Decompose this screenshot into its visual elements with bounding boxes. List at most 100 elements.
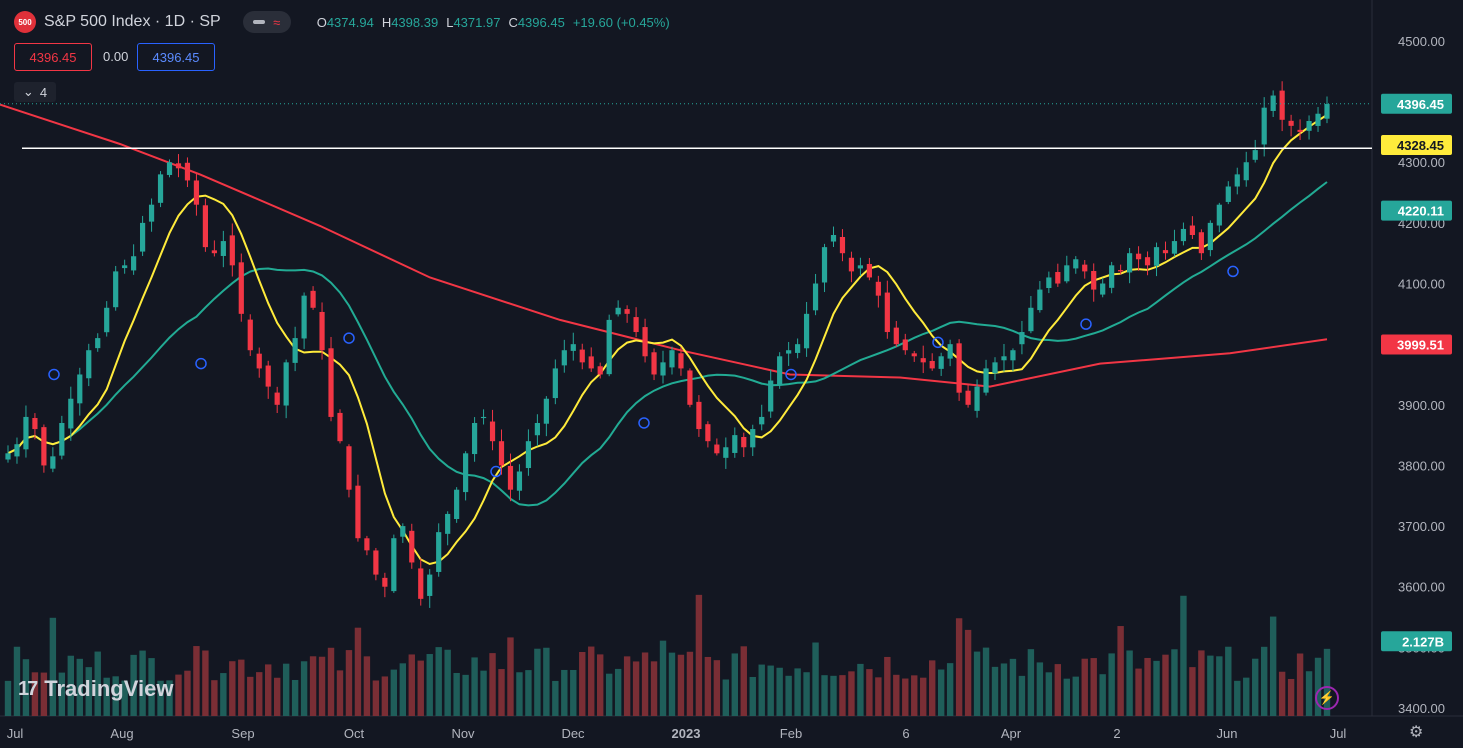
candle-body [534, 422, 540, 436]
volume-bar [1323, 648, 1331, 716]
candle-body [50, 456, 56, 469]
volume-bar [704, 656, 712, 716]
candle-body [1064, 265, 1070, 282]
ohlc-values: O4374.94 H4398.39 L4371.97 C4396.45 +19.… [317, 15, 670, 30]
ohlc-value-low: 4371.97 [453, 14, 501, 30]
buy-price-button[interactable]: 4396.45 [137, 43, 215, 71]
volume-bar [85, 667, 92, 716]
candle-body [507, 465, 514, 490]
volume-bar [794, 668, 801, 716]
indicators-collapse-button[interactable]: ⌄ 4 [14, 82, 56, 102]
chart-header: 500 S&P 500 Index · 1D · SP ≈ O4374.94 H… [14, 10, 670, 34]
candle-body [1118, 270, 1124, 272]
tradingview-wordmark: TradingView [44, 676, 174, 701]
candle-body [1180, 228, 1187, 242]
volume-bar [812, 642, 819, 716]
candle-body [1225, 186, 1231, 202]
volume-bar [893, 674, 900, 716]
price-label-text: 2.127B [1402, 634, 1444, 649]
candle-body [929, 360, 935, 369]
compare-toggle[interactable]: ≈ [242, 11, 291, 33]
volume-bar [1108, 653, 1115, 716]
candle-body [777, 356, 783, 386]
volume-bar [982, 647, 990, 716]
candle-body [364, 538, 370, 551]
candle-body [1216, 204, 1222, 226]
candle-body [328, 348, 334, 417]
candle-body [400, 526, 406, 537]
candle-body [732, 435, 738, 453]
symbol-title[interactable]: S&P 500 Index · 1D · SP [44, 13, 221, 30]
price-label-text: 3999.51 [1397, 337, 1444, 352]
volume-bar [776, 667, 783, 716]
candle-body [839, 237, 846, 254]
candle-body [1082, 264, 1088, 272]
candle-body [588, 356, 594, 369]
volume-bar [1090, 658, 1097, 716]
ma-cross-marker [1080, 318, 1092, 330]
volume-bar [803, 672, 810, 716]
volume-bar [76, 658, 83, 716]
candle-body [947, 344, 953, 359]
candle-body [32, 418, 38, 430]
ma-20-line [7, 114, 1328, 566]
candle-body [687, 370, 693, 405]
volume-bar [875, 677, 882, 716]
ma-cross-marker [638, 417, 650, 429]
symbol-logo: 500 [14, 11, 36, 33]
volume-bar [920, 677, 927, 716]
volume-bar [417, 660, 424, 716]
candle-body [247, 319, 253, 351]
volume-bar [1153, 660, 1160, 716]
price-label-text: 4396.45 [1397, 97, 1444, 112]
volume-bar [1234, 680, 1241, 716]
volume-bar [282, 663, 290, 716]
volume-bar [4, 680, 12, 716]
candle-body [256, 353, 262, 369]
tradingview-logo[interactable]: 17 TradingView [18, 676, 173, 702]
volume-bar [1314, 657, 1322, 716]
sell-price-button[interactable]: 4396.45 [14, 43, 92, 71]
x-tick-label: Oct [344, 726, 365, 741]
volume-bar [686, 651, 694, 716]
volume-bar [1243, 677, 1250, 716]
candle-body [104, 307, 110, 333]
candle-body [373, 550, 379, 575]
candle-body [741, 436, 747, 448]
candle-body [1171, 241, 1178, 254]
ohlc-key-close: C [508, 14, 518, 30]
volume-bar [1135, 668, 1142, 716]
candle-body [220, 241, 226, 256]
volume-bar [1260, 646, 1268, 716]
candle-body [68, 398, 74, 429]
candle-body [175, 163, 182, 169]
volume-bar [22, 659, 30, 716]
candle-body [157, 174, 164, 203]
volume-bar [67, 655, 75, 716]
volume-bar [193, 646, 200, 716]
lightning-icon[interactable]: ⚡ [1315, 686, 1339, 710]
candle-body [301, 295, 307, 339]
candle-body [139, 222, 146, 252]
volume-bar [1144, 657, 1151, 716]
volume-bar [866, 669, 873, 716]
gear-icon[interactable]: ⚙ [1409, 724, 1424, 741]
candle-body [274, 392, 280, 405]
volume-bar [641, 652, 649, 716]
ohlc-key-open: O [316, 14, 327, 30]
price-label-text: 4328.45 [1397, 138, 1444, 153]
volume-bar [372, 680, 380, 716]
ma-cross-marker [1227, 265, 1239, 278]
candle-body [292, 338, 298, 363]
candle-body [552, 368, 558, 399]
volume-bar [623, 656, 631, 716]
tv-mark-icon: 17 [18, 677, 38, 700]
x-tick-label: Jun [1217, 726, 1238, 741]
candle-body [95, 338, 101, 349]
volume-bar [1009, 658, 1017, 716]
candle-body [965, 390, 971, 405]
volume-bar [265, 664, 272, 716]
volume-bar [345, 650, 353, 716]
candle-body [319, 311, 325, 351]
